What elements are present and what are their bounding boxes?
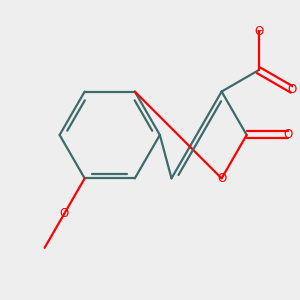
Text: O: O: [283, 128, 292, 142]
Text: O: O: [59, 208, 69, 220]
Text: O: O: [254, 25, 263, 38]
Text: O: O: [217, 172, 226, 185]
Text: O: O: [288, 83, 297, 96]
